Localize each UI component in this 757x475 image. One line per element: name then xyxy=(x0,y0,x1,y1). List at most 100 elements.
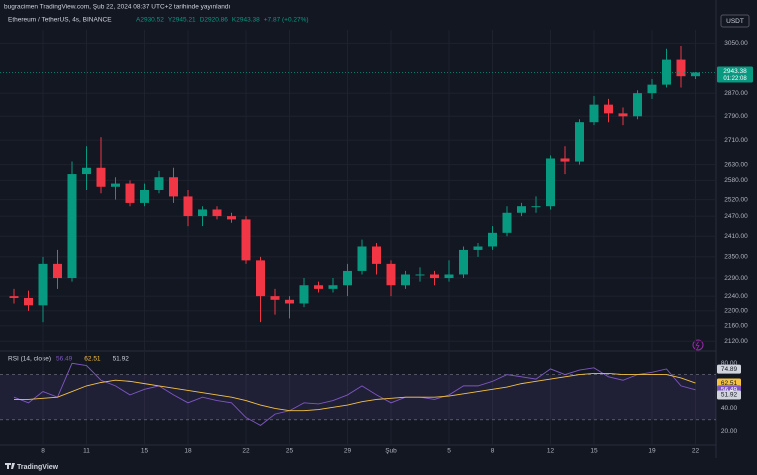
x-tick-label: 22 xyxy=(692,448,700,455)
candle-body xyxy=(154,177,164,190)
candle-body xyxy=(386,263,396,286)
published-note: bugracimen TradingView.com, Şub 22, 2024… xyxy=(4,4,230,11)
candle-body xyxy=(647,84,657,94)
candle-body xyxy=(618,113,628,117)
candle-body xyxy=(227,216,236,220)
y-tick-label: 2710.00 xyxy=(724,137,748,144)
x-tick-label: 15 xyxy=(590,448,598,455)
currency-box[interactable] xyxy=(720,14,750,28)
candle-body xyxy=(111,183,120,187)
rsi-value-label: 56.49 xyxy=(721,387,738,394)
candle-body xyxy=(314,285,323,289)
candle-body xyxy=(575,122,584,162)
candle-body xyxy=(256,260,265,297)
y-tick-label: 2580.00 xyxy=(724,177,748,184)
ohlc-value: +7.87 (+0.27%) xyxy=(264,17,309,24)
y-tick-label: 2290.00 xyxy=(724,275,748,282)
candle-body xyxy=(604,104,613,114)
y-tick-label: 2470.00 xyxy=(724,213,748,220)
rsi-value-label: 62.51 xyxy=(721,380,738,387)
currency[interactable]: USDT xyxy=(726,18,744,25)
candle-body xyxy=(241,219,251,261)
candle-body xyxy=(502,212,512,233)
candle-body xyxy=(357,246,367,271)
rsi-tick-label: 20.00 xyxy=(721,428,738,435)
candle-body xyxy=(125,183,135,203)
price-box xyxy=(717,66,753,83)
y-tick-label: 2520.00 xyxy=(724,196,748,203)
y-tick-label: 3050.00 xyxy=(724,40,748,47)
candle-body xyxy=(38,263,48,306)
candle-body xyxy=(589,104,599,123)
candle-body xyxy=(415,274,425,276)
rsi-value-box xyxy=(717,364,741,374)
rsi-legend-value: 51.92 xyxy=(113,356,130,363)
event-icon[interactable] xyxy=(692,339,704,351)
rsi-band xyxy=(0,374,716,420)
candle-body xyxy=(67,174,77,279)
candle-body xyxy=(9,296,19,298)
candle-body xyxy=(343,270,352,286)
y-tick-label: 2630.00 xyxy=(724,161,748,168)
y-tick-label: 2240.00 xyxy=(724,293,748,300)
candle-body xyxy=(430,274,439,279)
candle-body xyxy=(560,158,570,162)
candle-body xyxy=(24,297,33,306)
candle-body xyxy=(517,206,526,213)
x-tick-label: 8 xyxy=(41,448,45,455)
countdown: 01:22:08 xyxy=(723,76,747,82)
symbol-title: Ethereum / TetherUS, 4s, BINANCE xyxy=(8,17,112,24)
candle-body xyxy=(96,167,106,187)
ohlc-value: D2920.86 xyxy=(200,17,229,24)
x-tick-label: 29 xyxy=(344,448,352,455)
ohlc-value: Y2945.21 xyxy=(168,17,196,24)
candle-body xyxy=(183,196,193,217)
brand-logo xyxy=(5,463,15,469)
candle-body xyxy=(633,93,642,117)
footer xyxy=(0,458,757,475)
x-tick-label: 15 xyxy=(141,448,149,455)
rsi-legend-value: 62.51 xyxy=(84,356,101,363)
x-tick-label: 18 xyxy=(184,448,192,455)
candle-body xyxy=(473,246,483,250)
candle-body xyxy=(198,209,207,217)
candle-body xyxy=(53,263,62,279)
rsi-tick-label: 40.00 xyxy=(721,405,738,412)
rsi-tick-label: 80.00 xyxy=(721,360,738,367)
candle-body xyxy=(488,232,497,247)
rsi-title: RSI (14, close) xyxy=(8,356,51,363)
ohlc-value: A2930.52 xyxy=(136,17,164,24)
rsi-value-box xyxy=(717,390,741,400)
candle-body xyxy=(212,209,222,217)
rsi-line xyxy=(14,373,696,412)
y-tick-label: 2790.00 xyxy=(724,113,748,120)
y-tick-label: 2410.00 xyxy=(724,233,748,240)
candle-body xyxy=(372,246,381,264)
rsi-value-label: 51.92 xyxy=(721,392,738,399)
y-tick-label: 2870.00 xyxy=(724,90,748,97)
event-bolt xyxy=(695,340,700,350)
candle-body xyxy=(169,177,178,197)
candle-body xyxy=(546,158,555,207)
y-tick-label: 2120.00 xyxy=(724,338,748,345)
brand[interactable]: TradingView xyxy=(17,464,59,471)
candle-body xyxy=(285,299,294,304)
y-tick-label: 2200.00 xyxy=(724,308,748,315)
candle-body xyxy=(328,285,338,289)
candle-body xyxy=(531,206,541,208)
candle-body xyxy=(299,285,309,304)
ohlc-value: K2943.38 xyxy=(232,17,260,24)
rsi-value-box xyxy=(717,378,741,388)
candle-body xyxy=(444,274,454,279)
x-tick-label: 12 xyxy=(547,448,555,455)
rsi-value-label: 74.89 xyxy=(721,366,738,373)
candle-body xyxy=(691,72,700,77)
y-tick-label: 2160.00 xyxy=(724,323,748,330)
rsi-legend-value: 56.49 xyxy=(56,356,73,363)
x-tick-label: 11 xyxy=(83,448,90,455)
candle-body xyxy=(459,249,468,275)
candle-body xyxy=(270,296,280,300)
x-tick-label: 19 xyxy=(648,448,656,455)
x-tick-label: 25 xyxy=(286,448,294,455)
